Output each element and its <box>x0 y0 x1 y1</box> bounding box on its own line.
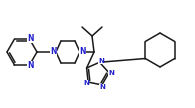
Text: N: N <box>83 79 89 86</box>
Text: N: N <box>99 84 105 91</box>
Text: N: N <box>98 58 104 64</box>
Text: N: N <box>27 34 34 43</box>
Text: N: N <box>27 61 34 70</box>
Text: N: N <box>50 48 57 56</box>
Text: N: N <box>108 70 114 76</box>
Text: N: N <box>79 48 86 56</box>
